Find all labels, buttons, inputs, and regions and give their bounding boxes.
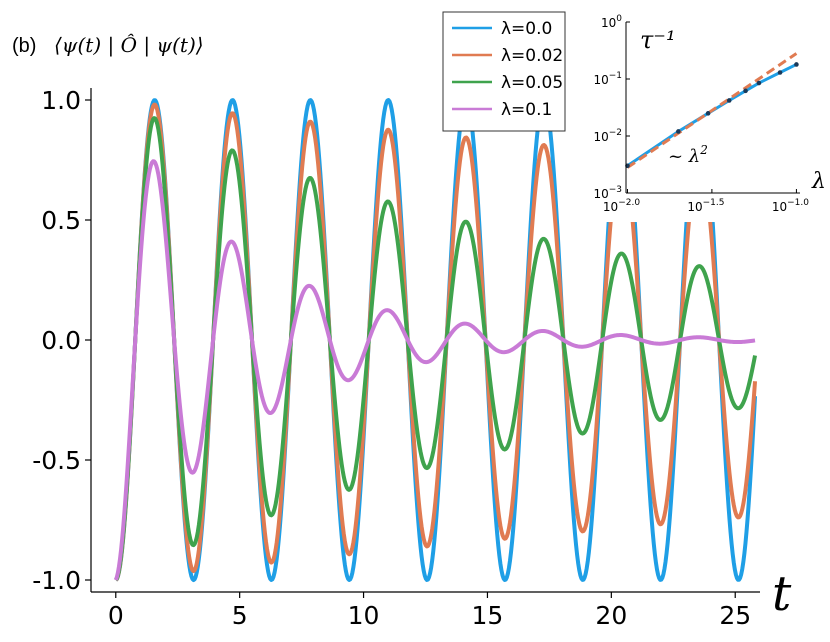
inset-data-point (777, 70, 783, 75)
inset-y-ticks: 100 10−1 10−2 10−3 (593, 14, 630, 201)
x-tick-label: 25 (719, 601, 751, 630)
inset-background (570, 0, 830, 222)
main-plot-area: -1.0 -0.5 0.0 0.5 1.0 0 5 10 15 20 25 t (32, 86, 792, 630)
panel-label: (b) (12, 35, 36, 57)
inset-x-ticks: 10−2.0 10−1.5 10−1.0 (603, 189, 809, 214)
legend-box (442, 11, 566, 132)
inset-plot: 100 10−1 10−2 10−3 10−2.0 10−1.5 10−1.0 τ⁻¹ λ… (570, 0, 830, 222)
inset-data-point (756, 80, 762, 86)
inset-series-line-1 (626, 52, 798, 169)
x-tick-label: 20 (595, 601, 627, 630)
inset-data-point (705, 111, 711, 116)
legend-label: λ=0.0 (501, 19, 552, 39)
y-tick-label: 0.5 (41, 206, 81, 235)
x-axis-label: t (772, 566, 792, 622)
legend-label: λ=0.05 (501, 73, 563, 93)
inset-data-point (726, 98, 732, 103)
y-tick-label: 1.0 (41, 86, 81, 115)
x-tick-label: 15 (472, 601, 504, 630)
x-tick-label: 10 (348, 601, 380, 630)
x-tick-label: 0 (108, 601, 124, 630)
inset-data-point (794, 62, 799, 67)
inset-y-tick-label: 10−2 (593, 128, 622, 144)
inset-y-tick-label: 100 (601, 14, 622, 30)
inset-y-label: τ⁻¹ (640, 26, 676, 54)
y-ticks: -1.0 -0.5 0.0 0.5 1.0 (32, 86, 91, 595)
legend-label: λ=0.02 (501, 46, 563, 66)
inset-x-tick-label: 10−1.0 (772, 198, 809, 214)
series-line-3 (113, 159, 756, 581)
inset-y-tick-label: 10−3 (593, 185, 622, 201)
legend-label: λ=0.1 (501, 100, 552, 120)
inset-annotation: ~ λ2 (668, 143, 708, 167)
legend-items: λ=0.0 λ=0.02 λ=0.05 λ=0.1 (452, 19, 563, 120)
series-line-2 (114, 116, 758, 582)
inset-x-tick-label: 10−2.0 (603, 198, 640, 214)
y-tick-label: -0.5 (32, 446, 81, 475)
panel-expression: ⟨ψ(t) | Ô | ψ(t)⟩ (54, 32, 204, 58)
x-ticks: 0 5 10 15 20 25 (108, 592, 751, 630)
inset-y-tick-label: 10−1 (593, 71, 622, 87)
inset-data-point (676, 129, 681, 134)
inset-x-tick-label: 10−1.5 (687, 198, 724, 214)
inset-data-point (743, 88, 748, 94)
legend: λ=0.0 λ=0.02 λ=0.05 λ=0.1 (442, 11, 566, 132)
inset-x-label: λ (811, 169, 826, 194)
main-curves (113, 98, 758, 582)
inset-series-line-0 (626, 63, 798, 168)
y-tick-label: 0.0 (41, 326, 81, 355)
x-tick-label: 5 (232, 601, 248, 630)
y-tick-label: -1.0 (32, 566, 81, 595)
series-line-1 (114, 102, 758, 582)
